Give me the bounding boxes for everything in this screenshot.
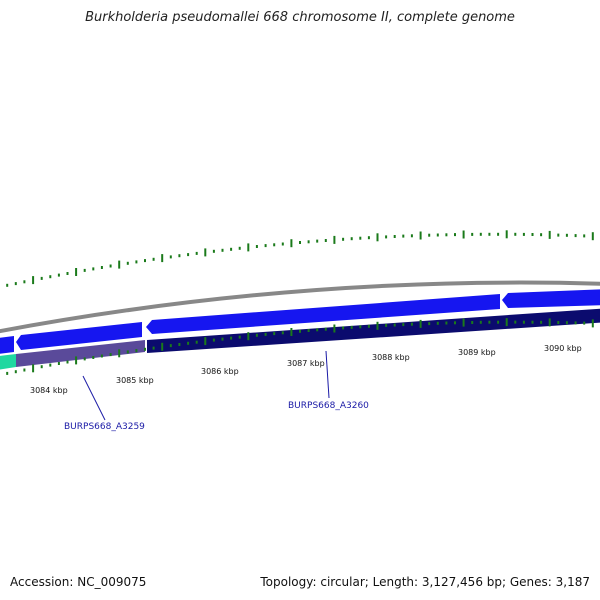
genome-summary: Topology: circular; Length: 3,127,456 bp…: [260, 575, 590, 589]
leader-line-a3260: [325, 350, 330, 399]
accession-label: Accession: NC_009075: [10, 575, 147, 589]
forward-gene-4[interactable]: [502, 289, 600, 308]
forward-gene-2[interactable]: [16, 322, 142, 350]
reverse-gene-start[interactable]: [0, 354, 16, 371]
backbone-arc: [0, 280, 600, 334]
gene-label-a3260[interactable]: BURPS668_A3260: [288, 401, 369, 411]
reverse-gene-a3259[interactable]: [16, 340, 145, 367]
reverse-gene-a3260[interactable]: [147, 308, 600, 353]
tick-label-3088: 3088 kbp: [372, 353, 410, 362]
tick-label-3084: 3084 kbp: [30, 386, 68, 395]
gene-labels: BURPS668_A3259 BURPS668_A3260: [64, 350, 369, 432]
forward-strand-track: [0, 289, 600, 355]
gene-label-a3259[interactable]: BURPS668_A3259: [64, 422, 145, 432]
tick-label-3086: 3086 kbp: [201, 367, 239, 376]
forward-gene-1[interactable]: [0, 336, 14, 355]
reverse-strand-track: [0, 308, 600, 371]
inner-tick-track: [6, 318, 594, 375]
scale-labels: 3084 kbp 3085 kbp 3086 kbp 3087 kbp 3088…: [30, 344, 582, 395]
tick-label-3087: 3087 kbp: [287, 359, 325, 368]
outer-tick-track: [6, 230, 594, 287]
tick-label-3089: 3089 kbp: [458, 348, 496, 357]
map-title: Burkholderia pseudomallei 668 chromosome…: [85, 10, 515, 25]
leader-line-a3259: [82, 375, 106, 421]
forward-gene-3[interactable]: [146, 294, 500, 334]
tick-label-3085: 3085 kbp: [116, 376, 154, 385]
tick-label-3090: 3090 kbp: [544, 344, 582, 353]
